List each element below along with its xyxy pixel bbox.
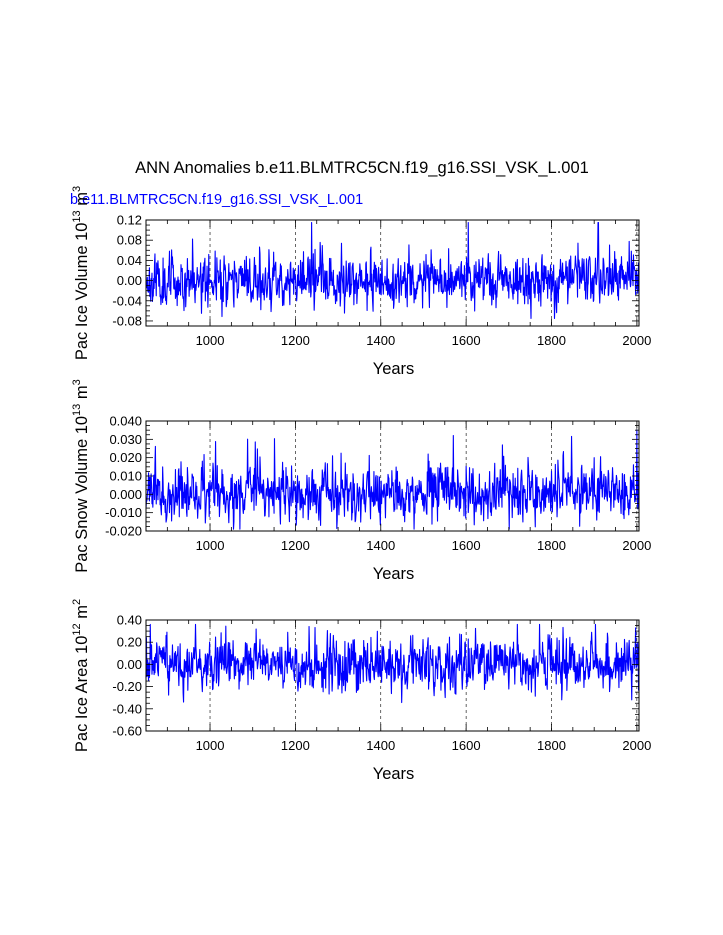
y-tick-label: 0.40 <box>117 613 142 628</box>
y-axis-label: Pac Ice Area 1012 m2 <box>71 599 91 752</box>
x-tick-label: 1000 <box>196 538 225 553</box>
y-tick-label: -0.010 <box>105 505 142 520</box>
y-tick-label: -0.60 <box>112 724 142 739</box>
x-tick-label: 1400 <box>366 538 395 553</box>
series-label: b.e11.BLMTRC5CN.f19_g16.SSI_VSK_L.001 <box>70 192 363 208</box>
x-axis-label: Years <box>373 765 415 783</box>
panels: 1000 1200 1400 1600 1800 2000 0.12 0.08 0.04 0.00… <box>71 186 651 783</box>
y-tick-label: 0.20 <box>117 635 142 650</box>
y-tick-label: 0.030 <box>109 432 142 447</box>
x-tick-label: 2000 <box>622 738 651 753</box>
x-tick-label: 1800 <box>537 538 566 553</box>
y-tick-label: -0.04 <box>112 293 142 308</box>
plot-frame <box>145 219 640 327</box>
y-tick-label: 0.020 <box>109 450 142 465</box>
x-tick-label: 2000 <box>622 333 651 348</box>
y-tick-label: 0.04 <box>117 253 142 268</box>
y-tick-label: 0.08 <box>117 233 142 248</box>
x-tick-label: 1200 <box>281 538 310 553</box>
x-tick-label: 1800 <box>537 333 566 348</box>
x-axis-label: Years <box>373 565 415 583</box>
x-tick-label: 1600 <box>452 538 481 553</box>
y-tick-label: 0.040 <box>109 414 142 429</box>
panel-1: 1000 1200 1400 1600 1800 2000 0.12 0.08 0.04 0.00… <box>71 186 651 378</box>
x-tick-label: 1200 <box>281 738 310 753</box>
panel-2: 1000 1200 1400 1600 1800 2000 0.040 0.030 0.020 0… <box>71 379 651 583</box>
y-tick-label: 0.12 <box>117 213 142 228</box>
x-axis-label: Years <box>373 360 415 378</box>
x-tick-label: 1600 <box>452 333 481 348</box>
chart-title: ANN Anomalies b.e11.BLMTRC5CN.f19_g16.SS… <box>135 159 589 177</box>
x-tick-label: 2000 <box>622 538 651 553</box>
y-tick-label: -0.08 <box>112 313 142 328</box>
panel-3: 1000 1200 1400 1600 1800 2000 0.40 0.20 0.00 -0.2… <box>71 599 651 783</box>
y-tick-label: 0.00 <box>117 657 142 672</box>
x-tick-label: 1400 <box>366 738 395 753</box>
x-tick-label: 1600 <box>452 738 481 753</box>
y-tick-label: -0.20 <box>112 679 142 694</box>
y-tick-label: -0.020 <box>105 524 142 539</box>
series-line <box>145 623 640 704</box>
x-tick-label: 1200 <box>281 333 310 348</box>
y-tick-label: -0.40 <box>112 701 142 716</box>
x-tick-label: 1800 <box>537 738 566 753</box>
y-tick-label: 0.000 <box>109 487 142 502</box>
y-axis-label: Pac Snow Volume 1013 m3 <box>71 379 91 573</box>
x-tick-label: 1000 <box>196 738 225 753</box>
y-axis-label: Pac Ice Volume 1013 m3 <box>71 186 91 360</box>
y-tick-label: 0.00 <box>117 273 142 288</box>
x-tick-label: 1400 <box>366 333 395 348</box>
series-line <box>145 221 640 319</box>
x-tick-label: 1000 <box>196 333 225 348</box>
y-tick-label: 0.010 <box>109 469 142 484</box>
series-line <box>145 429 640 530</box>
